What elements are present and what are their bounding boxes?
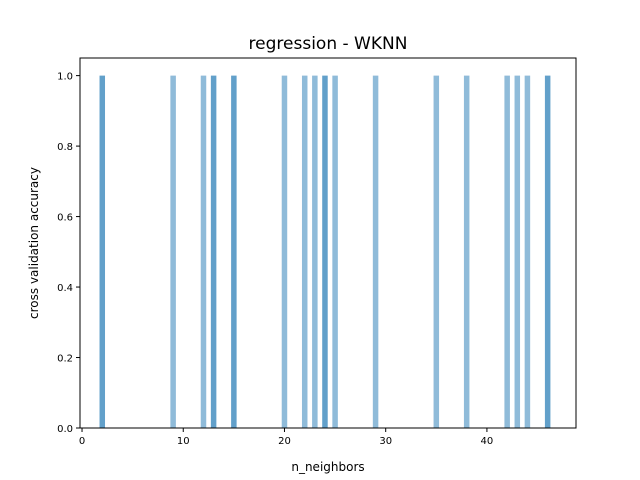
x-tick-label: 40 [481,436,494,447]
chart-title: regression - WKNN [249,34,408,54]
x-tick-label: 10 [177,436,190,447]
bar-29 [372,75,379,429]
y-tick-label: 0.8 [57,142,73,153]
y-tick-label: 1.0 [57,72,73,83]
bars-group [99,75,551,429]
bar-25 [332,75,338,429]
x-tick-label: 0 [79,436,85,447]
bar-44 [524,75,531,429]
bar-12 [200,75,207,429]
x-tick-label: 30 [379,436,392,447]
bar-9 [170,75,176,429]
bar-2 [99,75,106,429]
bar-23 [312,75,318,429]
x-tick-label: 20 [278,436,291,447]
bar-35 [433,75,440,429]
bar-15 [231,75,237,429]
y-axis-label: cross validation accuracy [27,167,41,319]
bar-46 [544,75,551,429]
bar-42 [504,75,510,429]
y-axis-ticks: 0.0 0.2 0.4 0.6 0.8 1.0 [57,72,80,435]
y-tick-label: 0.4 [57,283,73,294]
bar-24 [322,75,328,429]
bar-38 [463,75,470,429]
x-axis-ticks: 0 10 20 30 40 [79,428,493,447]
bar-20 [281,75,288,429]
bar-13 [210,75,217,429]
y-tick-label: 0.6 [57,213,73,224]
bar-43 [514,75,521,429]
plot-frame [79,57,577,429]
bar-22 [301,75,308,429]
y-tick-label: 0.2 [57,354,73,365]
x-axis-label: n_neighbors [291,460,364,474]
y-tick-label: 0.0 [57,424,73,435]
